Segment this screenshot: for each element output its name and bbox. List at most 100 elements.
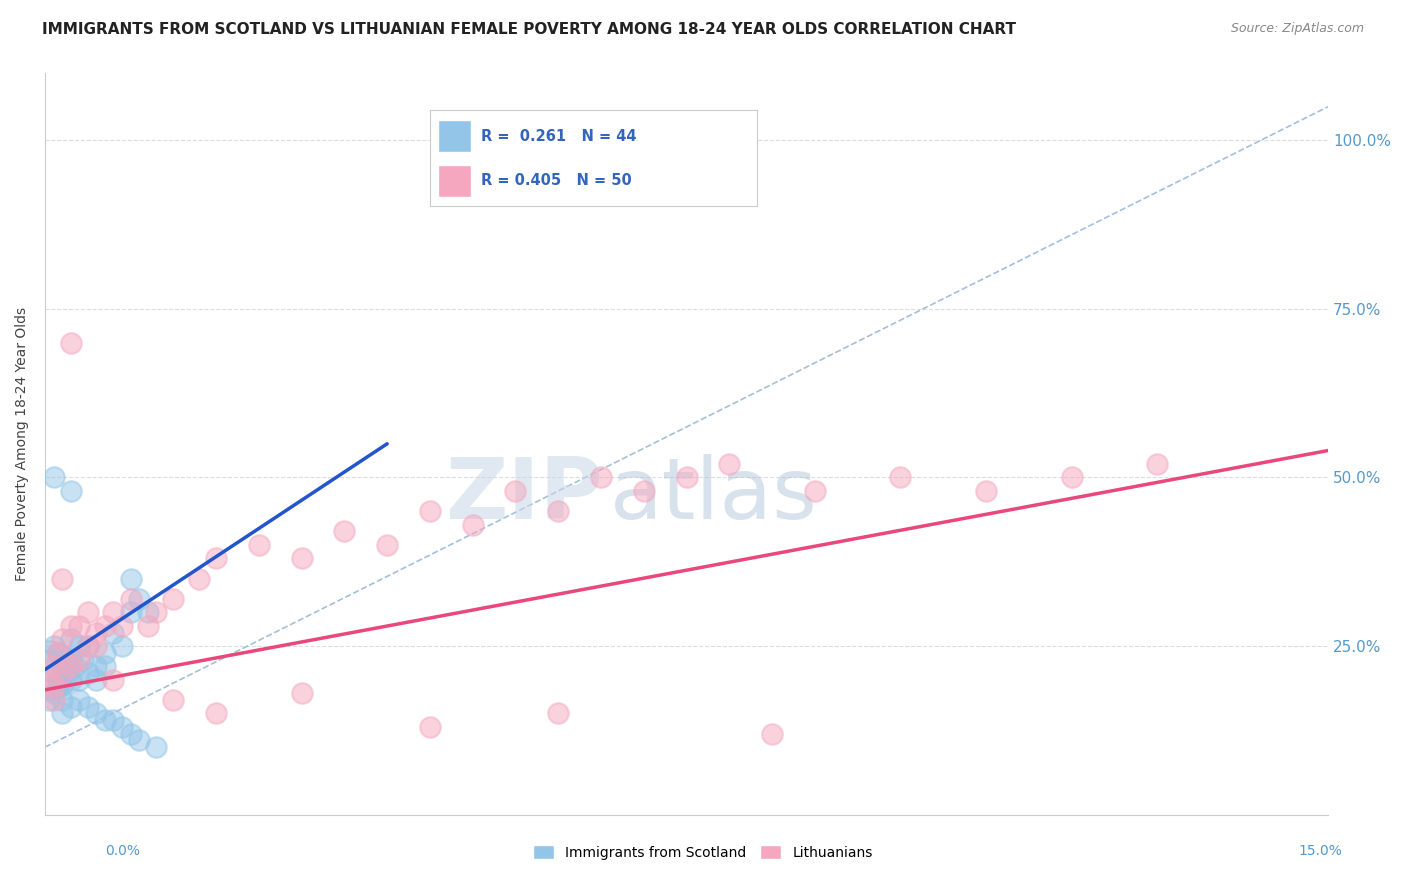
Point bbox=[589, 470, 612, 484]
Point bbox=[162, 693, 184, 707]
Point bbox=[51, 680, 73, 694]
Point bbox=[94, 659, 117, 673]
Point bbox=[67, 619, 90, 633]
Point bbox=[63, 659, 86, 673]
Point bbox=[103, 713, 125, 727]
Point bbox=[67, 652, 90, 666]
Point bbox=[51, 693, 73, 707]
Point bbox=[633, 483, 655, 498]
Point bbox=[136, 605, 159, 619]
Point bbox=[1146, 457, 1168, 471]
Point bbox=[59, 619, 82, 633]
Point bbox=[547, 504, 569, 518]
Point bbox=[46, 646, 69, 660]
Point bbox=[761, 726, 783, 740]
Point bbox=[718, 457, 741, 471]
Point bbox=[72, 652, 94, 666]
Point bbox=[55, 665, 77, 680]
Point bbox=[51, 632, 73, 647]
Text: ZIP: ZIP bbox=[446, 454, 603, 537]
Point bbox=[59, 699, 82, 714]
Point bbox=[59, 335, 82, 350]
Point bbox=[103, 625, 125, 640]
Point bbox=[84, 706, 107, 721]
Point bbox=[51, 706, 73, 721]
Point bbox=[675, 470, 697, 484]
Point bbox=[1060, 470, 1083, 484]
Point bbox=[94, 713, 117, 727]
Point bbox=[51, 665, 73, 680]
Point bbox=[38, 673, 60, 687]
Point bbox=[375, 538, 398, 552]
Point bbox=[205, 551, 228, 566]
Point bbox=[51, 659, 73, 673]
Text: atlas: atlas bbox=[610, 454, 817, 537]
Point bbox=[42, 665, 65, 680]
Point bbox=[120, 572, 142, 586]
Legend: Immigrants from Scotland, Lithuanians: Immigrants from Scotland, Lithuanians bbox=[527, 839, 879, 865]
Point bbox=[461, 517, 484, 532]
Point bbox=[205, 706, 228, 721]
Point bbox=[804, 483, 827, 498]
Point bbox=[76, 639, 98, 653]
Point bbox=[145, 740, 167, 755]
Point bbox=[94, 619, 117, 633]
Text: Source: ZipAtlas.com: Source: ZipAtlas.com bbox=[1230, 22, 1364, 36]
Point bbox=[46, 646, 69, 660]
Point bbox=[42, 680, 65, 694]
Point bbox=[38, 663, 60, 677]
Point bbox=[333, 524, 356, 539]
Point bbox=[42, 470, 65, 484]
Text: 15.0%: 15.0% bbox=[1299, 844, 1343, 858]
Point bbox=[76, 699, 98, 714]
Point bbox=[111, 619, 134, 633]
Point bbox=[94, 646, 117, 660]
Point bbox=[103, 673, 125, 687]
Point bbox=[84, 639, 107, 653]
Point bbox=[84, 659, 107, 673]
Point bbox=[67, 639, 90, 653]
Point bbox=[103, 605, 125, 619]
Point bbox=[42, 659, 65, 673]
Point bbox=[84, 625, 107, 640]
Point bbox=[128, 733, 150, 747]
Point bbox=[59, 632, 82, 647]
Point bbox=[120, 726, 142, 740]
Point bbox=[84, 673, 107, 687]
Point bbox=[51, 572, 73, 586]
Point bbox=[46, 673, 69, 687]
Text: 0.0%: 0.0% bbox=[105, 844, 141, 858]
Point bbox=[505, 483, 527, 498]
Point bbox=[67, 673, 90, 687]
Point bbox=[162, 591, 184, 606]
Point bbox=[76, 665, 98, 680]
Point bbox=[291, 686, 314, 700]
Point bbox=[76, 639, 98, 653]
Point bbox=[59, 652, 82, 666]
Point bbox=[547, 706, 569, 721]
Point bbox=[419, 504, 441, 518]
Point bbox=[974, 483, 997, 498]
Point bbox=[59, 659, 82, 673]
Point bbox=[59, 483, 82, 498]
Point bbox=[59, 673, 82, 687]
Point bbox=[419, 720, 441, 734]
Point bbox=[42, 639, 65, 653]
Point bbox=[38, 693, 60, 707]
Point bbox=[136, 619, 159, 633]
Point bbox=[120, 591, 142, 606]
Point bbox=[111, 639, 134, 653]
Point bbox=[111, 720, 134, 734]
Point bbox=[38, 652, 60, 666]
Point bbox=[67, 693, 90, 707]
Point bbox=[42, 693, 65, 707]
Point bbox=[291, 551, 314, 566]
Point bbox=[46, 680, 69, 694]
Point bbox=[42, 686, 65, 700]
Point bbox=[76, 605, 98, 619]
Point bbox=[247, 538, 270, 552]
Point bbox=[128, 591, 150, 606]
Point bbox=[120, 605, 142, 619]
Y-axis label: Female Poverty Among 18-24 Year Olds: Female Poverty Among 18-24 Year Olds bbox=[15, 307, 30, 581]
Point bbox=[889, 470, 911, 484]
